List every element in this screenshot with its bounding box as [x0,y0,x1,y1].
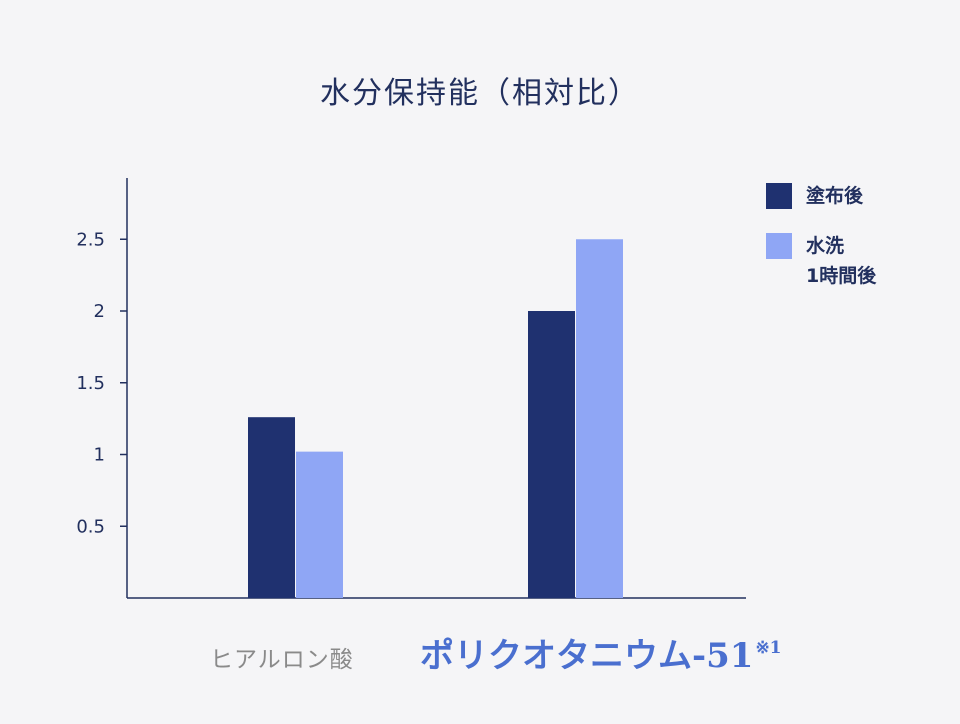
y-tick-label: 1.5 [76,373,105,394]
y-tick-label: 2.5 [76,229,105,250]
chart-title: 水分保持能（相対比） [320,76,640,111]
axes [126,178,746,599]
category-label-0: ヒアルロン酸 [210,647,354,673]
y-tick-label: 1 [94,445,105,466]
category-label-1-text: ポリクオタニウム-51 [420,636,754,676]
category-label-1: ポリクオタニウム-51 ※1 [420,628,782,677]
legend-item-1: 水洗 1時間後 [766,233,876,291]
bar-0-1 [528,311,575,598]
legend-item-0: 塗布後 [766,183,876,211]
bar-1-0 [296,451,343,598]
bars [248,239,623,598]
legend-swatch-1 [766,233,792,259]
bar-0-0 [248,417,295,598]
y-ticks: 0.5 1 1.5 2 2.5 [76,229,127,537]
y-tick-label: 0.5 [76,516,105,537]
y-tick-label: 2 [94,301,105,322]
legend: 塗布後 水洗 1時間後 [766,183,876,313]
legend-label-1: 水洗 1時間後 [806,235,877,287]
legend-label-0: 塗布後 [806,185,864,207]
legend-swatch-0 [766,183,792,209]
category-note: ※1 [755,638,782,658]
bar-1-1 [576,239,623,598]
